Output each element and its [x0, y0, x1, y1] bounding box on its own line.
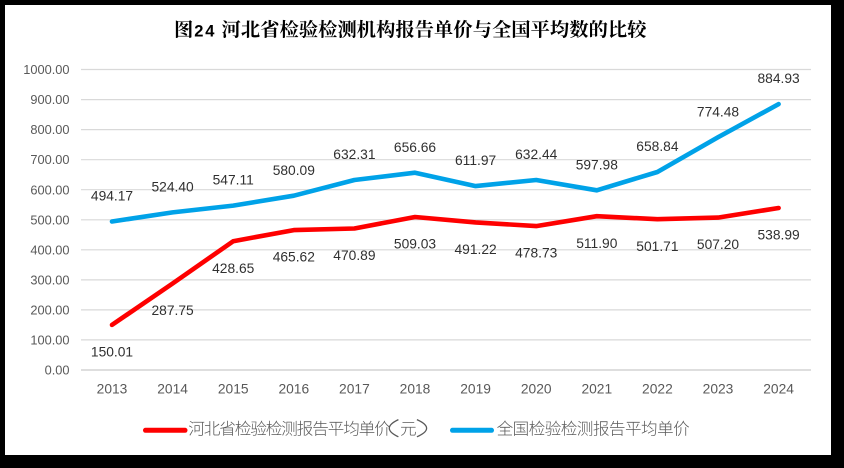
- svg-text:547.11: 547.11: [213, 173, 254, 188]
- svg-text:200.00: 200.00: [30, 303, 69, 318]
- svg-text:597.98: 597.98: [576, 157, 619, 172]
- svg-text:465.62: 465.62: [273, 250, 315, 265]
- svg-text:800.00: 800.00: [30, 122, 69, 137]
- svg-text:2021: 2021: [581, 382, 612, 397]
- svg-text:500.00: 500.00: [30, 212, 69, 227]
- svg-text:150.01: 150.01: [91, 345, 133, 360]
- svg-text:2022: 2022: [642, 382, 673, 397]
- svg-text:2013: 2013: [97, 382, 128, 397]
- svg-text:2020: 2020: [521, 382, 552, 397]
- svg-text:428.65: 428.65: [212, 261, 255, 276]
- svg-text:100.00: 100.00: [30, 333, 69, 348]
- svg-text:600.00: 600.00: [30, 182, 69, 197]
- svg-text:632.44: 632.44: [515, 147, 558, 162]
- svg-text:900.00: 900.00: [30, 92, 69, 107]
- svg-text:2018: 2018: [400, 382, 431, 397]
- svg-text:700.00: 700.00: [30, 152, 69, 167]
- svg-text:611.97: 611.97: [455, 153, 496, 168]
- svg-text:2023: 2023: [703, 382, 734, 397]
- svg-text:501.71: 501.71: [636, 239, 678, 254]
- svg-text:2016: 2016: [278, 382, 309, 397]
- svg-text:491.22: 491.22: [454, 242, 496, 257]
- svg-text:511.90: 511.90: [576, 236, 618, 251]
- svg-text:2024: 2024: [763, 382, 794, 397]
- svg-text:2015: 2015: [218, 382, 249, 397]
- svg-text:494.17: 494.17: [91, 189, 133, 204]
- svg-text:2017: 2017: [339, 382, 370, 397]
- svg-text:400.00: 400.00: [30, 242, 69, 257]
- svg-text:524.40: 524.40: [151, 180, 194, 195]
- svg-text:470.89: 470.89: [333, 248, 376, 263]
- svg-text:300.00: 300.00: [30, 273, 69, 288]
- svg-text:24: 24: [194, 22, 215, 40]
- svg-text:1000.00: 1000.00: [23, 62, 69, 77]
- svg-text:632.31: 632.31: [333, 147, 375, 162]
- svg-text:507.20: 507.20: [697, 237, 740, 252]
- svg-text:658.84: 658.84: [636, 139, 679, 154]
- svg-text:509.03: 509.03: [394, 237, 437, 252]
- svg-text:538.99: 538.99: [757, 228, 800, 243]
- svg-text:478.73: 478.73: [515, 246, 558, 261]
- svg-text:2019: 2019: [460, 382, 491, 397]
- svg-text:580.09: 580.09: [273, 163, 316, 178]
- svg-text:2014: 2014: [157, 382, 188, 397]
- svg-text:287.75: 287.75: [151, 303, 194, 318]
- svg-text:884.93: 884.93: [757, 71, 800, 86]
- svg-text:774.48: 774.48: [697, 104, 740, 119]
- svg-text:656.66: 656.66: [394, 140, 437, 155]
- svg-text:0.00: 0.00: [45, 363, 70, 378]
